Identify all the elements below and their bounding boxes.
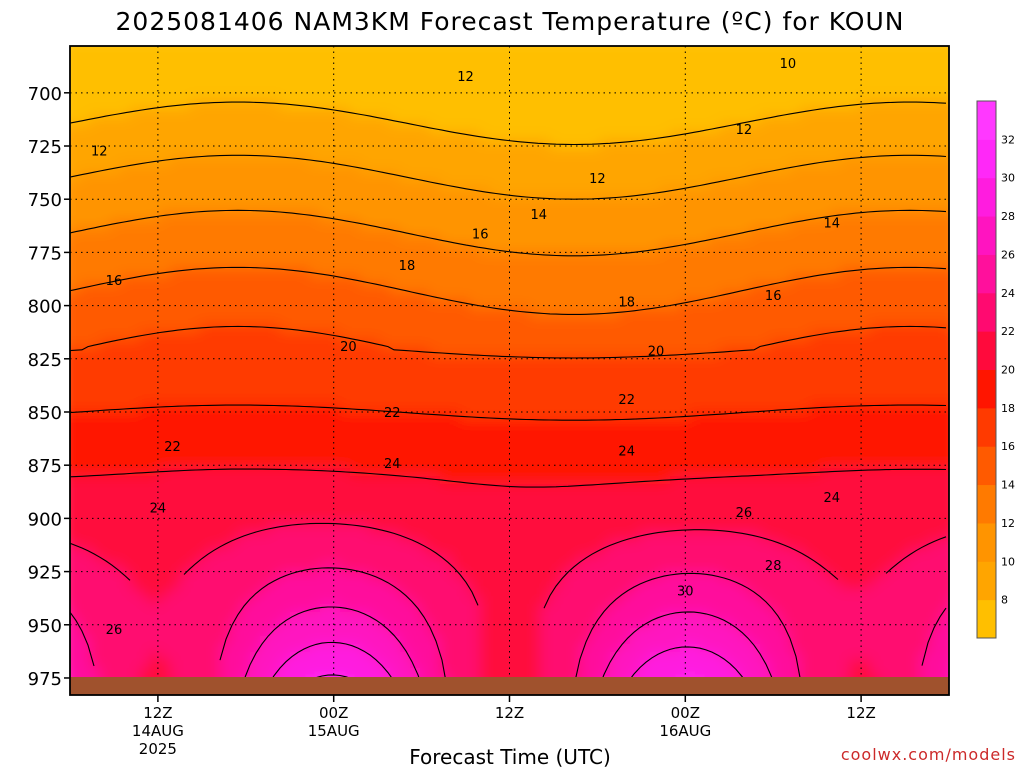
colorbar-swatch [977, 561, 996, 601]
isotherm-label: 26 [106, 623, 123, 638]
isotherm-label: 14 [824, 217, 841, 232]
isotherm-label: 20 [340, 340, 357, 355]
y-tick-label: 750 [28, 190, 62, 211]
colorbar-label: 22 [1001, 325, 1015, 338]
y-tick-label: 800 [28, 297, 62, 318]
isotherm-14 [70, 266, 947, 315]
isotherm-label: 24 [384, 457, 401, 472]
colorbar-swatch [977, 292, 996, 332]
isotherm-16 [70, 325, 947, 359]
x-tick-label: 15AUG [308, 722, 360, 740]
pressure-axis: 700 725 750 775 800 825 850 875 900 925 950 975 [28, 84, 70, 690]
x-tick-label: 00Z [319, 704, 348, 722]
colorbar-swatch [977, 101, 996, 140]
isotherm-label: 22 [618, 393, 635, 408]
y-tick-label: 700 [28, 84, 62, 105]
isotherm-label: 16 [106, 274, 123, 289]
x-tick-label: 00Z [671, 704, 700, 722]
isotherm-label: 10 [780, 57, 797, 72]
y-tick-label: 725 [28, 137, 62, 158]
ground-surface [70, 677, 949, 695]
colorbar-label: 8 [1001, 594, 1008, 607]
colorbar-label: 20 [1001, 364, 1015, 377]
isotherm-lines [70, 101, 947, 695]
grid-lines [70, 46, 949, 695]
colorbar-label: 30 [1001, 172, 1015, 185]
temperature-field [70, 46, 949, 695]
x-axis-title: Forecast Time (UTC) [409, 745, 611, 768]
isotherm-18 [70, 404, 947, 421]
isotherm-12 [70, 209, 947, 257]
isotherm-10 [70, 154, 947, 200]
colorbar-swatch [977, 599, 996, 639]
plot-area: 12 16 22 24 26 12 16 18 20 22 24 14 12 18 20 22 24 10 12 14… [70, 46, 949, 695]
isotherm-label: 24 [150, 502, 167, 517]
isotherm-22 [70, 522, 947, 609]
colorbar-label: 10 [1001, 555, 1015, 568]
isotherm-label: 24 [824, 491, 841, 506]
colorbar-swatch [977, 139, 996, 179]
isotherm-24 [70, 567, 947, 693]
isotherm-label: 12 [736, 123, 753, 138]
colorbar-label: 14 [1001, 479, 1015, 492]
colorbar-swatch [977, 446, 996, 486]
isotherm-label: 16 [765, 289, 782, 304]
colorbar-swatch [977, 522, 996, 562]
colorbar: 8 10 12 14 16 18 20 22 24 26 28 30 32 [976, 100, 1015, 639]
y-tick-label: 825 [28, 350, 62, 371]
isotherm-label: 30 [677, 585, 694, 600]
isotherm-label: 18 [399, 259, 416, 274]
x-tick-label: 12Z [143, 704, 172, 722]
colorbar-label: 32 [1001, 133, 1015, 146]
colorbar-label: 18 [1001, 402, 1015, 415]
isotherm-label: 22 [164, 440, 181, 455]
isotherm-label: 12 [457, 70, 474, 85]
y-tick-label: 775 [28, 243, 62, 264]
y-tick-label: 900 [28, 509, 62, 530]
colorbar-swatch [977, 177, 996, 217]
colorbar-label: 12 [1001, 517, 1015, 530]
y-tick-label: 950 [28, 616, 62, 637]
isotherm-8 [70, 101, 947, 146]
y-tick-label: 925 [28, 563, 62, 584]
colorbar-swatch [977, 484, 996, 524]
x-tick-label: 12Z [846, 704, 875, 722]
colorbar-swatch [977, 331, 996, 370]
isotherm-label: 18 [618, 295, 635, 310]
isotherm-label: 12 [589, 172, 606, 187]
isotherm-label: 20 [648, 344, 665, 359]
y-tick-label: 875 [28, 456, 62, 477]
x-tick-label: 2025 [139, 740, 177, 758]
credit-text: coolwx.com/models [841, 745, 1016, 764]
colorbar-label: 24 [1001, 287, 1015, 300]
colorbar-label: 16 [1001, 440, 1015, 453]
isotherm-labels: 12 16 22 24 26 12 16 18 20 22 24 14 12 18 20 22 24 10 12 14… [91, 57, 840, 638]
colorbar-swatch [977, 216, 996, 255]
isotherm-label: 12 [91, 144, 108, 159]
colorbar-label: 26 [1001, 248, 1015, 261]
isotherm-label: 14 [531, 208, 548, 223]
isotherm-label: 22 [384, 406, 401, 421]
y-tick-label: 975 [28, 669, 62, 690]
isotherm-20 [70, 468, 947, 488]
isotherm-label: 28 [765, 559, 782, 574]
isotherm-label: 24 [618, 444, 635, 459]
colorbar-swatch [977, 407, 996, 447]
isotherm-label: 16 [472, 227, 489, 242]
isotherm-label: 26 [736, 506, 753, 521]
colorbar-swatch [977, 369, 996, 409]
x-tick-label: 16AUG [659, 722, 711, 740]
x-tick-label: 14AUG [132, 722, 184, 740]
y-tick-label: 850 [28, 403, 62, 424]
chart-title: 2025081406 NAM3KM Forecast Temperature (… [116, 7, 905, 36]
colorbar-label: 28 [1001, 210, 1015, 223]
x-tick-label: 12Z [495, 704, 524, 722]
colorbar-swatch [977, 254, 996, 294]
